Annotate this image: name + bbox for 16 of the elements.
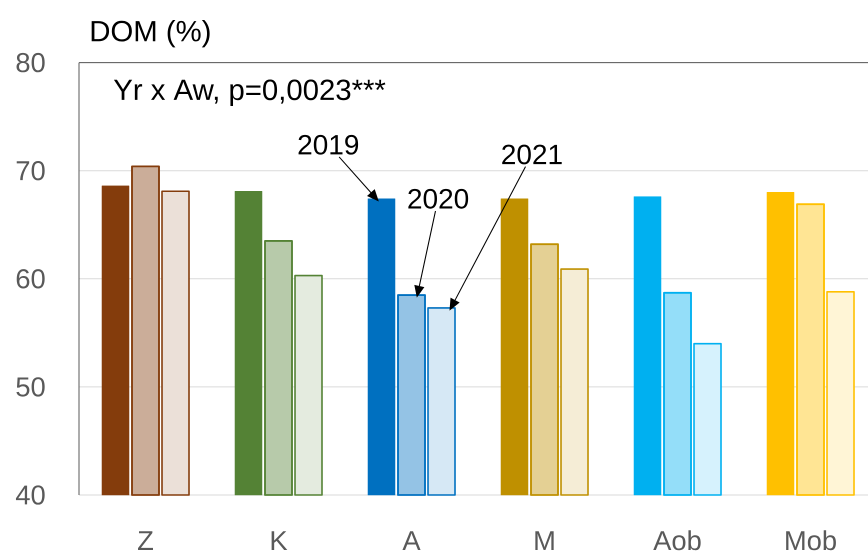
annotation: Yr x Aw, p=0,0023*** xyxy=(114,79,386,106)
text: 2020 xyxy=(408,188,468,209)
y-tick-label: 40 xyxy=(16,485,45,505)
y-axis-title: DOM (%) xyxy=(92,20,210,48)
x-tick-label: Z xyxy=(138,531,154,550)
series-label: 2019 xyxy=(298,134,358,155)
text: 2021 xyxy=(502,144,562,164)
y-tick-label: 50 xyxy=(16,377,45,397)
y-tick-label: 80 xyxy=(16,52,45,72)
x-tick-label: M xyxy=(535,531,554,550)
x-tick-label: K xyxy=(272,531,288,550)
x-tick-label: Mob xyxy=(786,530,836,550)
y-tick-label: 70 xyxy=(16,161,45,180)
y-tick-label: 60 xyxy=(16,269,45,288)
x-tick-label: Aob xyxy=(653,530,701,550)
x-tick-label: A xyxy=(402,531,421,550)
